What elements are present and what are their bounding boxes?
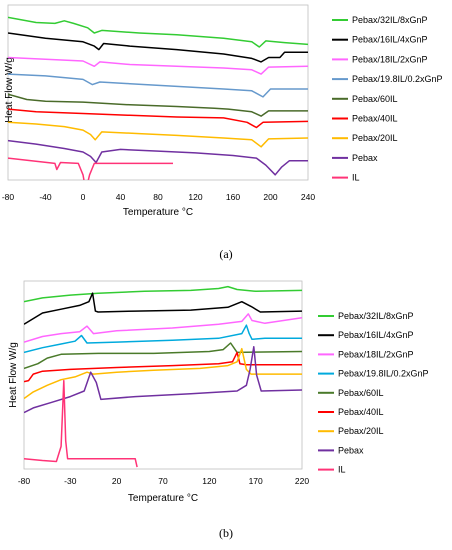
x-tick-label: 70 [158, 476, 168, 486]
series-line [24, 379, 138, 468]
series-line [24, 351, 302, 383]
y-axis-title: Heat Flow W/g [4, 57, 15, 123]
series-line [8, 139, 308, 176]
plot-area-b [23, 280, 303, 470]
series-line [24, 324, 302, 354]
series-line [8, 121, 308, 148]
chart-panel-a: -80 -40 0 40 80 120 160 200 240 Temperature °C Hea… [2, 4, 443, 261]
legend-label: IL [352, 173, 360, 183]
x-tick-label: -40 [39, 192, 52, 202]
series-group-a [8, 16, 308, 180]
legend-label: Pebax/32IL/8xGnP [338, 311, 414, 321]
legend-label: Pebax/40IL [338, 407, 384, 417]
legend-label: Pebax/20IL [352, 133, 398, 143]
series-line [8, 32, 308, 63]
legend-label: Pebax/18IL/2xGnP [338, 349, 414, 359]
legend-label: Pebax/16IL/4xGnP [352, 35, 428, 45]
x-tick-label: 120 [202, 476, 216, 486]
legend-label: Pebax/20IL [338, 426, 384, 436]
x-tick-label: -30 [64, 476, 77, 486]
series-group-b [24, 285, 302, 468]
legend-label: Pebax [352, 153, 378, 163]
legend-label: Pebax/19.8IL/0.2xGnP [338, 369, 429, 379]
x-tick-label: 0 [81, 192, 86, 202]
x-tick-label: 220 [295, 476, 309, 486]
series-line [8, 16, 308, 48]
chart-panel-b: -80 -30 20 70 120 170 220 Temperature °C Heat Fl… [8, 280, 429, 540]
series-line [8, 56, 308, 75]
x-axis-title: Temperature °C [123, 207, 193, 218]
x-tick-label: 20 [112, 476, 122, 486]
legend-label: Pebax/60IL [352, 94, 398, 104]
series-line [24, 313, 302, 343]
series-line [8, 157, 173, 180]
legend-label: Pebax/18IL/2xGnP [352, 54, 428, 64]
x-tick-label: 40 [116, 192, 126, 202]
x-tick-label: -80 [18, 476, 31, 486]
panel-label: (b) [219, 526, 233, 540]
series-line [24, 285, 302, 303]
series-line [8, 93, 308, 117]
plot-area-a [7, 4, 309, 181]
x-tick-label: 240 [301, 192, 315, 202]
x-tick-label: 120 [188, 192, 202, 202]
x-axis-title: Temperature °C [128, 493, 198, 504]
legend-label: Pebax/60IL [338, 388, 384, 398]
legend-label: Pebax [338, 445, 364, 455]
x-tick-label: 170 [249, 476, 263, 486]
y-axis-title: Heat Flow W/g [8, 342, 19, 408]
series-line [24, 346, 302, 414]
x-tick-label: -80 [2, 192, 15, 202]
legend-label: Pebax/16IL/4xGnP [338, 330, 414, 340]
x-tick-label: 80 [153, 192, 163, 202]
legend-label: Pebax/19.8IL/0.2xGnP [352, 74, 443, 84]
panel-label: (a) [219, 247, 232, 261]
series-line [8, 108, 308, 129]
series-line [8, 73, 308, 98]
series-line [24, 347, 302, 400]
legend-label: Pebax/40IL [352, 114, 398, 124]
legend-label: Pebax/32IL/8xGnP [352, 15, 428, 25]
x-tick-label: 160 [226, 192, 240, 202]
series-line [24, 342, 302, 370]
x-tick-label: 200 [263, 192, 277, 202]
series-line [24, 292, 302, 325]
legend-label: IL [338, 465, 346, 475]
